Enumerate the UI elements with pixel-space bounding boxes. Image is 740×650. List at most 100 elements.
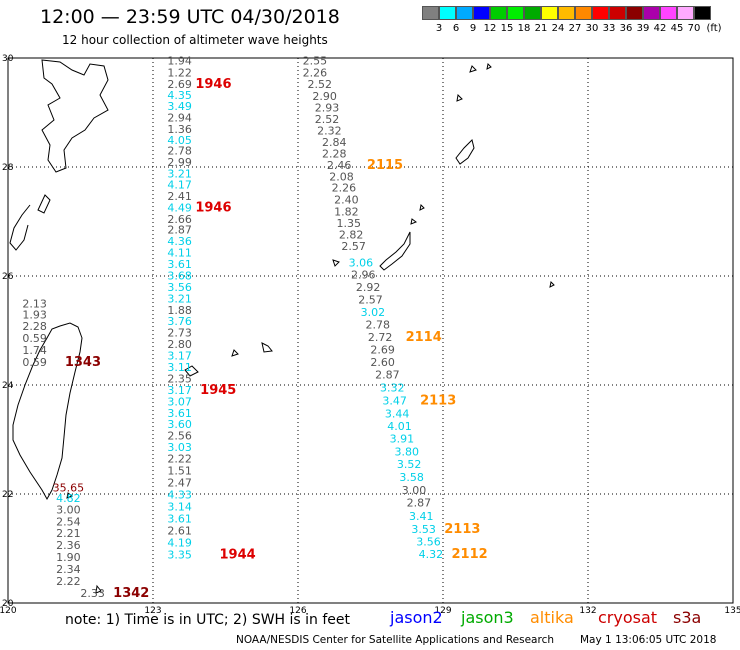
wave-height-label: 1.90	[56, 551, 81, 564]
wave-height-label: 2.96	[351, 268, 376, 281]
track-1944: 1.512.474.333.143.612.614.193.35 1944	[167, 465, 255, 563]
track-1945: 3.112.353.173.073.613.602.563.032.22 1945	[167, 361, 236, 466]
wave-height-label: 1.51	[167, 465, 192, 478]
satellite-cryosat-label: cryosat	[598, 608, 658, 627]
wave-height-label: 2.87	[375, 369, 400, 382]
wave-height-label: 4.01	[387, 420, 412, 433]
wave-height-label: 2.40	[334, 194, 359, 207]
wave-height-label: 3.07	[167, 395, 192, 408]
wave-height-values: 1.941.222.694.353.492.941.364.052.782.99…	[22, 55, 487, 601]
wave-height-label: 2.57	[341, 240, 366, 253]
wave-height-label: 3.32	[380, 382, 405, 395]
wave-height-label: 3.47	[382, 394, 407, 407]
legend-label: 45	[670, 23, 684, 34]
wave-height-label: 2.69	[370, 344, 395, 357]
wave-height-label: 2.34	[56, 563, 81, 576]
legend-swatch	[422, 6, 439, 20]
wave-height-label: 3.53	[411, 523, 436, 536]
wave-height-label: 1.82	[334, 206, 359, 219]
wave-height-label: 3.21	[167, 292, 192, 305]
legend-label: 36	[619, 23, 633, 34]
wave-height-label: 4.36	[167, 235, 192, 248]
wave-height-label: 4.17	[167, 178, 192, 191]
lon-tick-label: 129	[434, 606, 451, 616]
legend-unit: (ft)	[706, 23, 722, 34]
wave-height-label: 3.68	[167, 269, 192, 282]
wave-height-label: 3.06	[349, 256, 374, 269]
island	[419, 203, 425, 211]
wave-height-label: 4.49	[167, 201, 192, 214]
track-2114: 3.062.962.922.573.022.782.722.692.602.87…	[349, 256, 442, 381]
wave-height-label: 2.87	[407, 497, 432, 510]
pass-time-label: 1342	[113, 586, 149, 601]
legend-label: 33	[602, 23, 616, 34]
wave-height-label: 1.74	[22, 344, 47, 357]
wave-height-label: 2.73	[167, 327, 192, 340]
wave-height-label: 3.61	[167, 407, 192, 420]
lon-tick-label: 135	[724, 606, 740, 616]
legend-swatch	[694, 6, 711, 20]
island	[469, 65, 477, 73]
pass-time-label: 2113	[444, 522, 480, 537]
satellite-s3a-label: s3a	[673, 608, 702, 627]
wave-height-label: 3.17	[167, 384, 192, 397]
track-1946: 1.941.222.694.353.492.941.364.052.782.99…	[167, 55, 231, 363]
lat-tick-label: 26	[2, 272, 14, 282]
wave-height-label: 3.17	[167, 350, 192, 363]
legend-label: 27	[568, 23, 582, 34]
pass-time-label: 1343	[65, 355, 101, 370]
island	[95, 584, 102, 594]
wave-height-label: 3.03	[167, 441, 192, 454]
wave-height-label: 2.61	[167, 525, 192, 538]
wave-height-label: 0.59	[22, 332, 47, 345]
legend-swatch	[626, 6, 643, 20]
legend-label: 3	[435, 23, 443, 34]
wave-height-label: 2.32	[317, 124, 342, 137]
wave-height-label: 4.35	[167, 89, 192, 102]
wave-height-label: 2.72	[368, 331, 393, 344]
wave-height-label: 4.19	[167, 537, 192, 550]
track-2115: 2.552.262.522.902.932.522.322.842.282.46…	[303, 55, 403, 253]
taiwan-coast	[12, 322, 83, 501]
wave-height-label: 2.26	[332, 182, 357, 195]
wave-height-label: 3.56	[416, 535, 441, 548]
wave-height-label: 2.94	[167, 111, 192, 124]
wave-height-label: 2.56	[167, 430, 192, 443]
legend-label: 42	[653, 23, 667, 34]
legend-swatch	[643, 6, 660, 20]
satellite-jason3-label: jason3	[461, 608, 514, 627]
wave-height-label: 2.78	[167, 145, 192, 158]
island	[66, 492, 74, 499]
island	[231, 349, 239, 357]
legend-label: 12	[483, 23, 497, 34]
wave-height-label: 2.93	[315, 102, 340, 115]
lat-tick-label: 24	[2, 381, 14, 391]
wave-height-label: 1.22	[167, 67, 192, 80]
wave-height-label: 2.26	[303, 67, 328, 80]
wave-height-label: 1.93	[22, 309, 47, 322]
wave-height-label: 4.32	[419, 548, 444, 561]
coastline	[9, 59, 555, 594]
coast-fragment	[37, 194, 51, 214]
wave-height-label: 3.58	[399, 471, 424, 484]
satellite-jason2-label: jason2	[390, 608, 443, 627]
island	[261, 342, 273, 353]
pass-time-label: 2113	[420, 393, 456, 408]
wave-height-label: 3.11	[167, 361, 192, 374]
wave-height-label: 3.61	[167, 513, 192, 526]
wave-height-label: 2.41	[167, 190, 192, 203]
island	[184, 365, 199, 377]
legend-label: 18	[517, 23, 531, 34]
legend-swatch	[609, 6, 626, 20]
legend-label: 24	[551, 23, 565, 34]
wave-height-label: 2.33	[80, 587, 105, 600]
wave-height-label: 2.99	[167, 156, 192, 169]
legend-swatch	[541, 6, 558, 20]
wave-height-label: 2.35	[167, 372, 192, 385]
pass-time-label: 2115	[367, 158, 403, 173]
wave-height-label: 2.80	[167, 338, 192, 351]
satellite-altika-label: altika	[530, 608, 574, 627]
map-title: 12:00 — 23:59 UTC 04/30/2018	[40, 6, 340, 28]
wave-height-label: 3.49	[167, 100, 192, 113]
legend-swatch	[439, 6, 456, 20]
